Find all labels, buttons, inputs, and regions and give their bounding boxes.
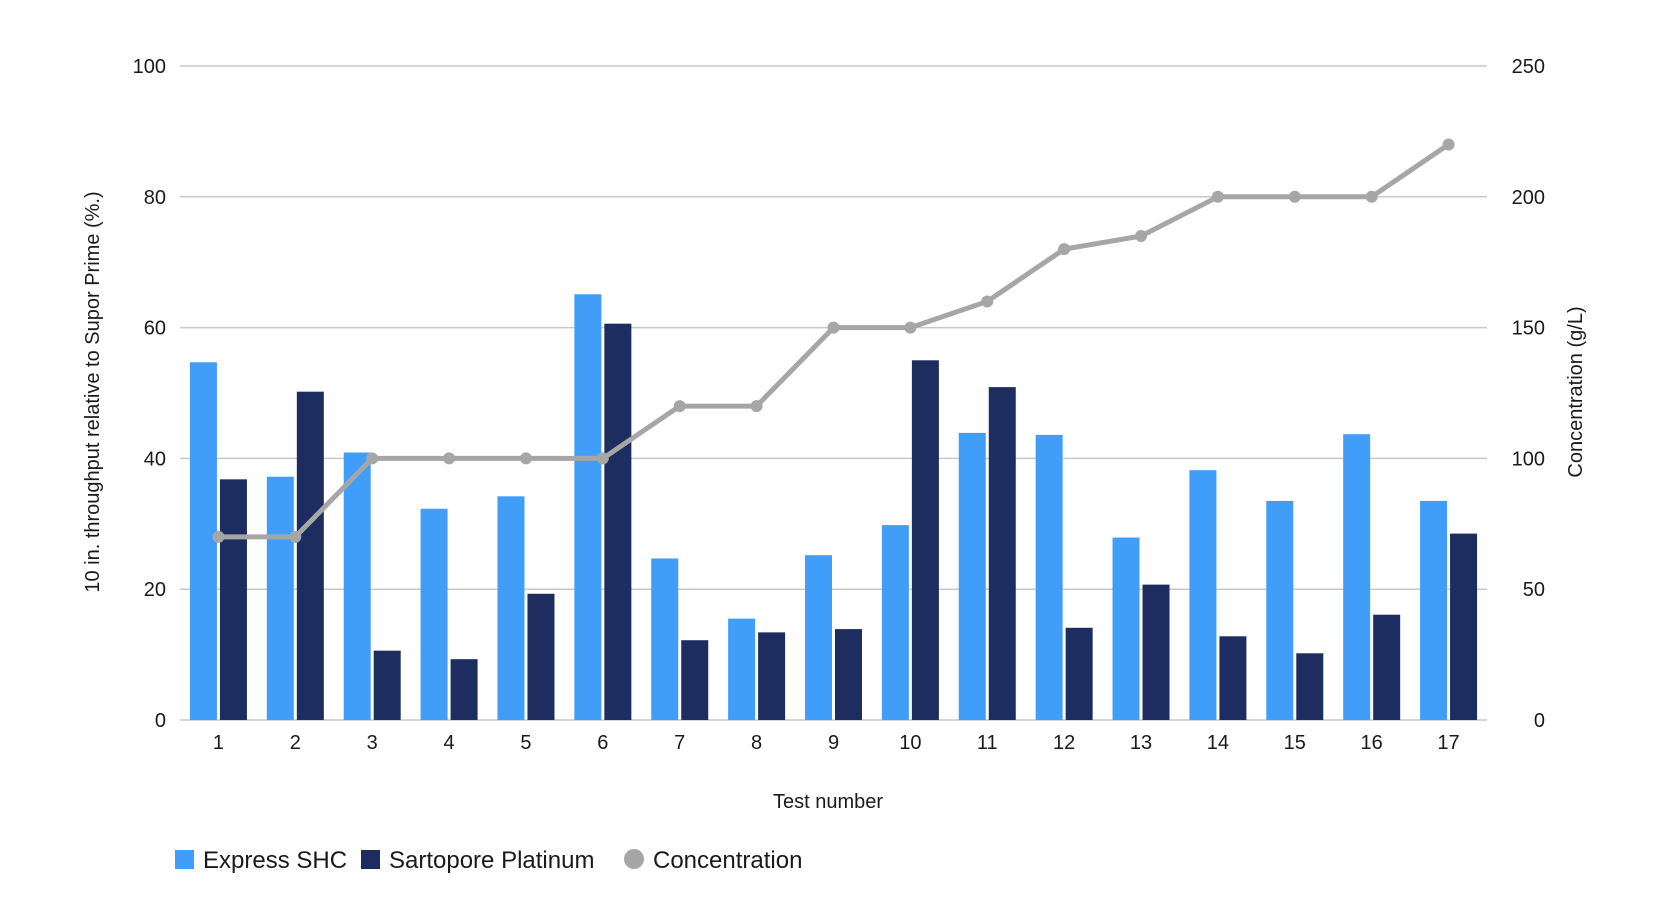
bar-express-shc (420, 508, 448, 720)
concentration-point (904, 321, 917, 334)
bar-sartopore-platinum (988, 387, 1016, 720)
y-tick-label: 0 (155, 710, 166, 732)
x-tick-label: 9 (828, 732, 839, 754)
x-tick-label: 2 (290, 732, 301, 754)
y-tick-label: 40 (144, 448, 166, 470)
bar-express-shc (1189, 470, 1217, 720)
bar-express-shc (1266, 500, 1294, 720)
concentration-point (212, 530, 225, 543)
bar-sartopore-platinum (758, 632, 786, 720)
left-y-axis-ticks: 0 20 40 60 80 100 (133, 56, 166, 732)
concentration-point (1058, 243, 1071, 256)
x-tick-label: 1 (213, 732, 224, 754)
concentration-point (1211, 190, 1224, 203)
bar-sartopore-platinum (527, 593, 555, 720)
x-tick-label: 12 (1053, 732, 1075, 754)
concentration-point (1365, 190, 1378, 203)
legend-swatch-sartopore-platinum (361, 850, 380, 869)
bar-sartopore-platinum (219, 479, 247, 720)
bar-sartopore-platinum (450, 659, 478, 720)
concentration-point (673, 400, 686, 413)
concentration-point (443, 452, 456, 465)
concentration-point (827, 321, 840, 334)
bar-express-shc (343, 452, 371, 720)
bar-sartopore-platinum (835, 629, 862, 720)
concentration-point (1442, 138, 1455, 151)
bar-sartopore-platinum (1142, 584, 1170, 720)
legend-label-sartopore-platinum: Sartopore Platinum (389, 847, 594, 874)
x-tick-label: 10 (899, 732, 921, 754)
x-axis-title: Test number (773, 791, 883, 813)
y2-tick-label: 200 (1512, 187, 1545, 209)
bar-express-shc (805, 555, 832, 720)
concentration-point (1135, 230, 1148, 243)
x-tick-label: 7 (674, 732, 685, 754)
bar-sartopore-platinum (1450, 533, 1478, 720)
legend-label-concentration: Concentration (653, 847, 802, 874)
x-tick-label: 15 (1284, 732, 1306, 754)
bar-express-shc (651, 558, 679, 720)
concentration-line (215, 141, 1452, 540)
bar-express-shc (728, 618, 756, 720)
concentration-point (366, 452, 379, 465)
y2-tick-label: 0 (1534, 710, 1545, 732)
legend-marker-concentration (624, 849, 644, 869)
bar-sartopore-platinum (1065, 627, 1093, 720)
bar-express-shc (1035, 434, 1063, 720)
bar-sartopore-platinum (373, 650, 401, 720)
bar-sartopore-platinum (681, 640, 709, 720)
bar-sartopore-platinum (296, 391, 324, 720)
legend-swatch-express-shc (175, 850, 194, 869)
left-y-axis-title: 10 in. throughput relative to Supor Prim… (82, 191, 104, 592)
y-tick-label: 20 (144, 579, 166, 601)
bar-express-shc (266, 476, 294, 720)
y-tick-label: 100 (133, 56, 166, 78)
y2-tick-label: 150 (1512, 318, 1545, 340)
bar-express-shc (958, 432, 986, 720)
concentration-point (289, 530, 302, 543)
line-series (212, 138, 1455, 543)
x-tick-label: 11 (977, 732, 998, 754)
bar-sartopore-platinum (911, 360, 939, 720)
bar-sartopore-platinum (1373, 614, 1401, 720)
x-tick-label: 17 (1437, 732, 1459, 754)
concentration-point (519, 452, 532, 465)
y2-tick-label: 250 (1512, 56, 1545, 78)
bar-express-shc (574, 294, 602, 720)
bar-express-shc (497, 496, 525, 720)
x-tick-label: 4 (444, 732, 455, 754)
legend: Express SHC Sartopore Platinum Concentra… (175, 847, 802, 874)
right-y-axis-ticks: 0 50 100 150 200 250 (1512, 56, 1545, 732)
bar-series (189, 294, 1478, 720)
y-tick-label: 80 (144, 187, 166, 209)
concentration-point (981, 295, 994, 308)
bar-express-shc (881, 525, 909, 720)
bar-sartopore-platinum (1296, 653, 1324, 720)
bar-sartopore-platinum (1219, 636, 1247, 720)
x-tick-label: 3 (367, 732, 378, 754)
x-tick-label: 13 (1130, 732, 1152, 754)
bar-express-shc (189, 362, 217, 720)
y2-tick-label: 50 (1523, 579, 1545, 601)
x-tick-label: 16 (1361, 732, 1383, 754)
x-tick-label: 6 (597, 732, 608, 754)
legend-label-express-shc: Express SHC (203, 847, 347, 874)
concentration-point (750, 400, 763, 413)
x-tick-label: 8 (751, 732, 762, 754)
right-y-axis-title: Concentration (g/L) (1565, 306, 1587, 477)
y2-tick-label: 100 (1512, 448, 1545, 470)
x-tick-label: 14 (1207, 732, 1229, 754)
bar-express-shc (1112, 537, 1140, 720)
x-tick-label: 5 (520, 732, 531, 754)
concentration-point (1288, 190, 1301, 203)
bar-sartopore-platinum (604, 323, 632, 720)
bar-express-shc (1343, 434, 1371, 720)
concentration-point (596, 452, 609, 465)
x-axis-ticks: 1 2 3 4 5 6 7 8 9 10 11 12 13 14 15 16 17 (213, 732, 1460, 754)
y-tick-label: 60 (144, 318, 166, 340)
bar-express-shc (1420, 500, 1448, 720)
